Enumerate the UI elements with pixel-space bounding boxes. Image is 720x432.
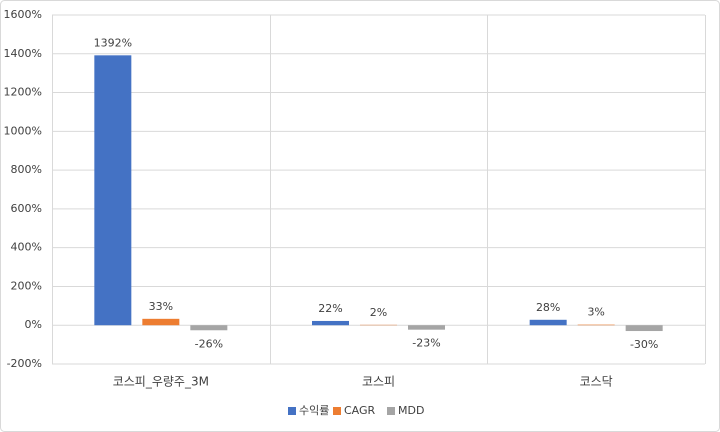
bar xyxy=(94,55,132,326)
bar xyxy=(577,324,615,326)
bar xyxy=(312,320,349,326)
y-tick-label: 1000% xyxy=(4,124,42,137)
bar xyxy=(529,319,567,326)
x-tick-label: 코스피_우량주_3M xyxy=(113,375,209,389)
legend-label: CAGR xyxy=(344,404,376,417)
bar xyxy=(625,325,663,332)
legend-swatch xyxy=(288,407,296,415)
x-tick-label: 코스피 xyxy=(362,375,395,389)
bar xyxy=(142,318,180,326)
value-label: 22% xyxy=(318,302,342,315)
y-tick-label: 600% xyxy=(11,202,42,215)
x-tick-label: 코스닥 xyxy=(580,375,613,389)
y-tick-label: 1200% xyxy=(4,86,42,99)
value-label: 3% xyxy=(587,306,604,319)
value-label: 33% xyxy=(149,300,173,313)
legend-swatch xyxy=(333,407,341,415)
legend-label: 수익률 xyxy=(299,404,329,417)
y-tick-label: 800% xyxy=(11,163,42,176)
y-tick-label: 0% xyxy=(25,318,42,331)
value-label: 2% xyxy=(370,306,387,319)
y-tick-label: 1400% xyxy=(4,47,42,60)
value-label: -30% xyxy=(630,338,658,351)
y-tick-label: -200% xyxy=(7,357,42,370)
legend-label: MDD xyxy=(398,404,424,417)
y-tick-label: 200% xyxy=(11,279,42,292)
y-tick-label: 1600% xyxy=(4,8,42,21)
bar xyxy=(190,325,228,331)
legend-swatch xyxy=(387,407,395,415)
bar xyxy=(408,325,445,330)
value-label: -26% xyxy=(195,337,223,350)
value-label: -23% xyxy=(412,337,440,350)
value-label: 1392% xyxy=(94,36,132,49)
value-label: 28% xyxy=(536,301,560,314)
y-tick-label: 400% xyxy=(11,241,42,254)
